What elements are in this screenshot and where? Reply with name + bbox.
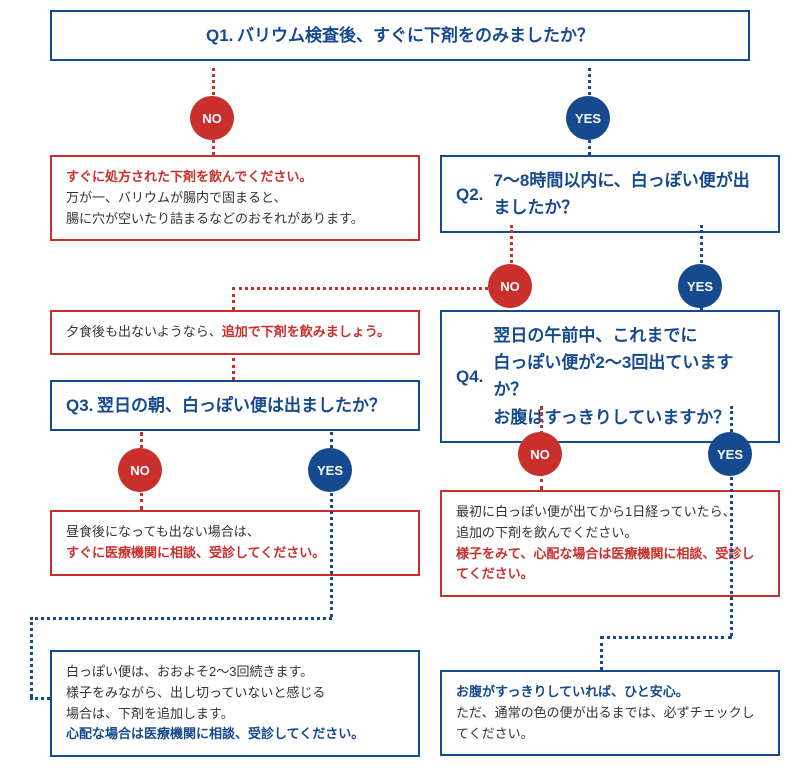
line-q4-yes-v2 — [600, 636, 603, 670]
line-q4-yes-h — [600, 636, 732, 639]
badge-q4-no: NO — [518, 432, 562, 476]
a3yes-box: 白っぽい便は、おおよそ2～3回続きます。 様子をみながら、出し切っていないと感じ… — [50, 650, 420, 757]
a1no-box: すぐに処方された下剤を飲んでください。 万が一、バリウムが腸内で固まると、 腸に… — [50, 155, 420, 241]
line-q2-no-v2 — [232, 287, 235, 310]
line-a2-q3 — [232, 358, 235, 380]
q3-text2: は出ましたか？ — [267, 396, 386, 415]
q3-box: Q3. 翌日の朝、白っぽい便は出ましたか？ — [50, 380, 420, 431]
a4no-line3: 様子をみて、心配な場合は医療機関に相談、受診してください。 — [456, 544, 764, 586]
a3yes-line1: 白っぽい便は、おおよそ2～3回続きます。 — [66, 662, 404, 683]
line-q2-no-h — [232, 287, 512, 290]
q3-text1: 翌日の朝、白っぽい便 — [97, 396, 267, 415]
q1-text: バリウム検査後、すぐに下剤をのみましたか？ — [237, 26, 594, 45]
badge-q4-yes: YES — [708, 432, 752, 476]
q1-label: Q1. — [206, 26, 233, 45]
q4-label: Q4. — [456, 363, 483, 390]
a3yes-line3: 場合は、下剤を追加します。 — [66, 704, 404, 725]
a3yes-line4: 心配な場合は医療機関に相談、受診してください。 — [66, 724, 404, 745]
badge-q3-no: NO — [118, 448, 162, 492]
badge-q1-no: NO — [190, 96, 234, 140]
a4no-line2: 追加の下剤を飲んでください。 — [456, 523, 764, 544]
q3-label: Q3. — [66, 396, 93, 415]
q2-label: Q2. — [456, 181, 483, 208]
q4-box: Q4. 翌日の午前中、これまでに 白っぽい便が2～3回出ていますか？ お腹はすっ… — [440, 310, 780, 443]
a4yes-line2: ただ、通常の色の便が出るまでは、必ずチェックしてください。 — [456, 703, 764, 745]
a2no-line1b: 追加で下剤を飲みましょう。 — [222, 324, 390, 339]
q2-box: Q2. 7～8時間以内に、白っぽい便が出ましたか？ — [440, 155, 780, 233]
q4-text2: 白っぽい便が2～3回出ていますか？ — [493, 349, 764, 403]
a3no-line1: 昼食後になっても出ない場合は、 — [66, 522, 404, 543]
a4yes-box: お腹がすっきりしていれば、ひと安心。 ただ、通常の色の便が出るまでは、必ずチェッ… — [440, 670, 780, 756]
a4no-box: 最初に白っぽい便が出てから1日経っていたら、 追加の下剤を飲んでください。 様子… — [440, 490, 780, 597]
q1-box: Q1. バリウム検査後、すぐに下剤をのみましたか？ — [50, 10, 750, 61]
badge-q3-yes: YES — [308, 448, 352, 492]
a1no-line1: すぐに処方された下剤を飲んでください。 — [66, 167, 404, 188]
q4-text1: 翌日の午前中、これまでに — [493, 322, 764, 349]
a4no-line1: 最初に白っぽい便が出てから1日経っていたら、 — [456, 502, 764, 523]
badge-q2-yes: YES — [678, 264, 722, 308]
a3no-line2: すぐに医療機関に相談、受診してください。 — [66, 543, 404, 564]
q2-text1: 7～8時間以内に、白っぽい便 — [493, 171, 715, 190]
a1no-line2: 万が一、バリウムが腸内で固まると、 — [66, 188, 404, 209]
a1no-line3: 腸に穴が空いたり詰まるなどのおそれがあります。 — [66, 209, 404, 230]
badge-q1-yes: YES — [566, 96, 610, 140]
line-q3-yes-h — [30, 617, 332, 620]
q4-text3: お腹はすっきりしていますか？ — [493, 404, 764, 431]
a3yes-line2: 様子をみながら、出し切っていないと感じる — [66, 683, 404, 704]
line-q3-yes-h2 — [30, 697, 50, 700]
a4yes-line1: お腹がすっきりしていれば、ひと安心。 — [456, 682, 764, 703]
a3no-box: 昼食後になっても出ない場合は、 すぐに医療機関に相談、受診してください。 — [50, 510, 420, 576]
a2no-box: 夕食後も出ないようなら、追加で下剤を飲みましょう。 — [50, 310, 420, 355]
badge-q2-no: NO — [488, 264, 532, 308]
a2no-line1a: 夕食後も出ないようなら、 — [66, 324, 222, 339]
line-q3-yes-v2 — [30, 617, 33, 697]
